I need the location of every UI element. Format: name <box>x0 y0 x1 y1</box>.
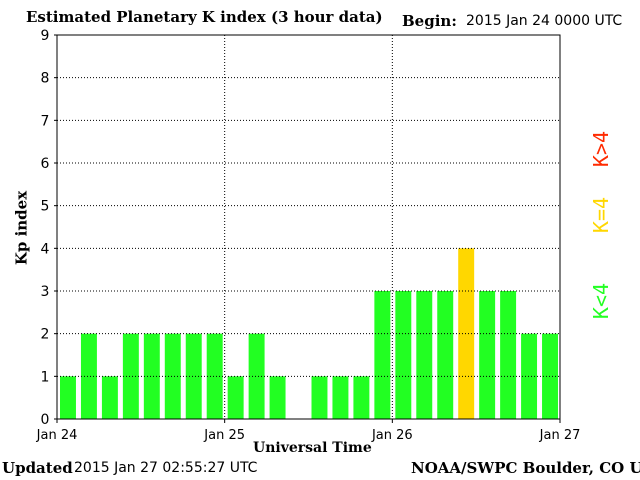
bar-17 <box>416 291 433 419</box>
legend-below-4: K<4 <box>589 282 613 320</box>
bar-21 <box>500 291 517 419</box>
bar-10 <box>269 376 286 419</box>
plot-frame <box>56 34 561 420</box>
y-tick-label-6: 6 <box>41 156 50 172</box>
y-axis-label: Kp index <box>12 190 31 266</box>
x-tick-label-2: Jan 26 <box>371 428 413 443</box>
bar-7 <box>206 333 223 419</box>
updated-label: Updated <box>2 459 73 477</box>
legend-equal-4: K=4 <box>589 196 613 234</box>
x-tick-label-0: Jan 24 <box>36 428 78 443</box>
bar-22 <box>521 333 538 419</box>
bar-9 <box>248 333 265 419</box>
chart-title: Estimated Planetary K index (3 hour data… <box>26 8 383 26</box>
bar-0 <box>60 376 76 419</box>
y-tick-label-4: 4 <box>41 241 50 257</box>
legend-above-4: K>4 <box>589 130 613 168</box>
y-tick-label-7: 7 <box>41 113 50 129</box>
begin-value: 2015 Jan 24 0000 UTC <box>466 13 623 29</box>
y-tick-label-5: 5 <box>41 199 50 215</box>
bar-14 <box>353 376 370 419</box>
bar-1 <box>80 333 97 419</box>
y-tick-label-8: 8 <box>41 71 50 87</box>
x-axis-label: Universal Time <box>253 440 372 456</box>
credit: NOAA/SWPC Boulder, CO USA <box>411 459 640 477</box>
y-tick-label-9: 9 <box>41 28 50 44</box>
y-tick-label-0: 0 <box>41 412 50 428</box>
bar-15 <box>374 291 391 419</box>
bar-13 <box>332 376 349 419</box>
bar-23 <box>542 333 558 419</box>
y-tick-label-3: 3 <box>41 284 50 300</box>
y-tick-label-2: 2 <box>41 327 50 343</box>
y-tick-label-1: 1 <box>41 369 50 385</box>
x-tick-label-3: Jan 27 <box>539 428 581 443</box>
bar-4 <box>143 333 160 419</box>
x-tick-label-1: Jan 25 <box>203 428 245 443</box>
bar-16 <box>395 291 412 419</box>
bar-3 <box>122 333 139 419</box>
bar-18 <box>437 291 454 419</box>
bar-20 <box>479 291 496 419</box>
bar-8 <box>227 376 244 419</box>
updated-value: 2015 Jan 27 02:55:27 UTC <box>74 460 258 476</box>
bar-6 <box>185 333 202 419</box>
begin-label: Begin: <box>402 12 457 30</box>
bar-12 <box>311 376 328 419</box>
bar-2 <box>101 376 118 419</box>
bar-5 <box>164 333 181 419</box>
